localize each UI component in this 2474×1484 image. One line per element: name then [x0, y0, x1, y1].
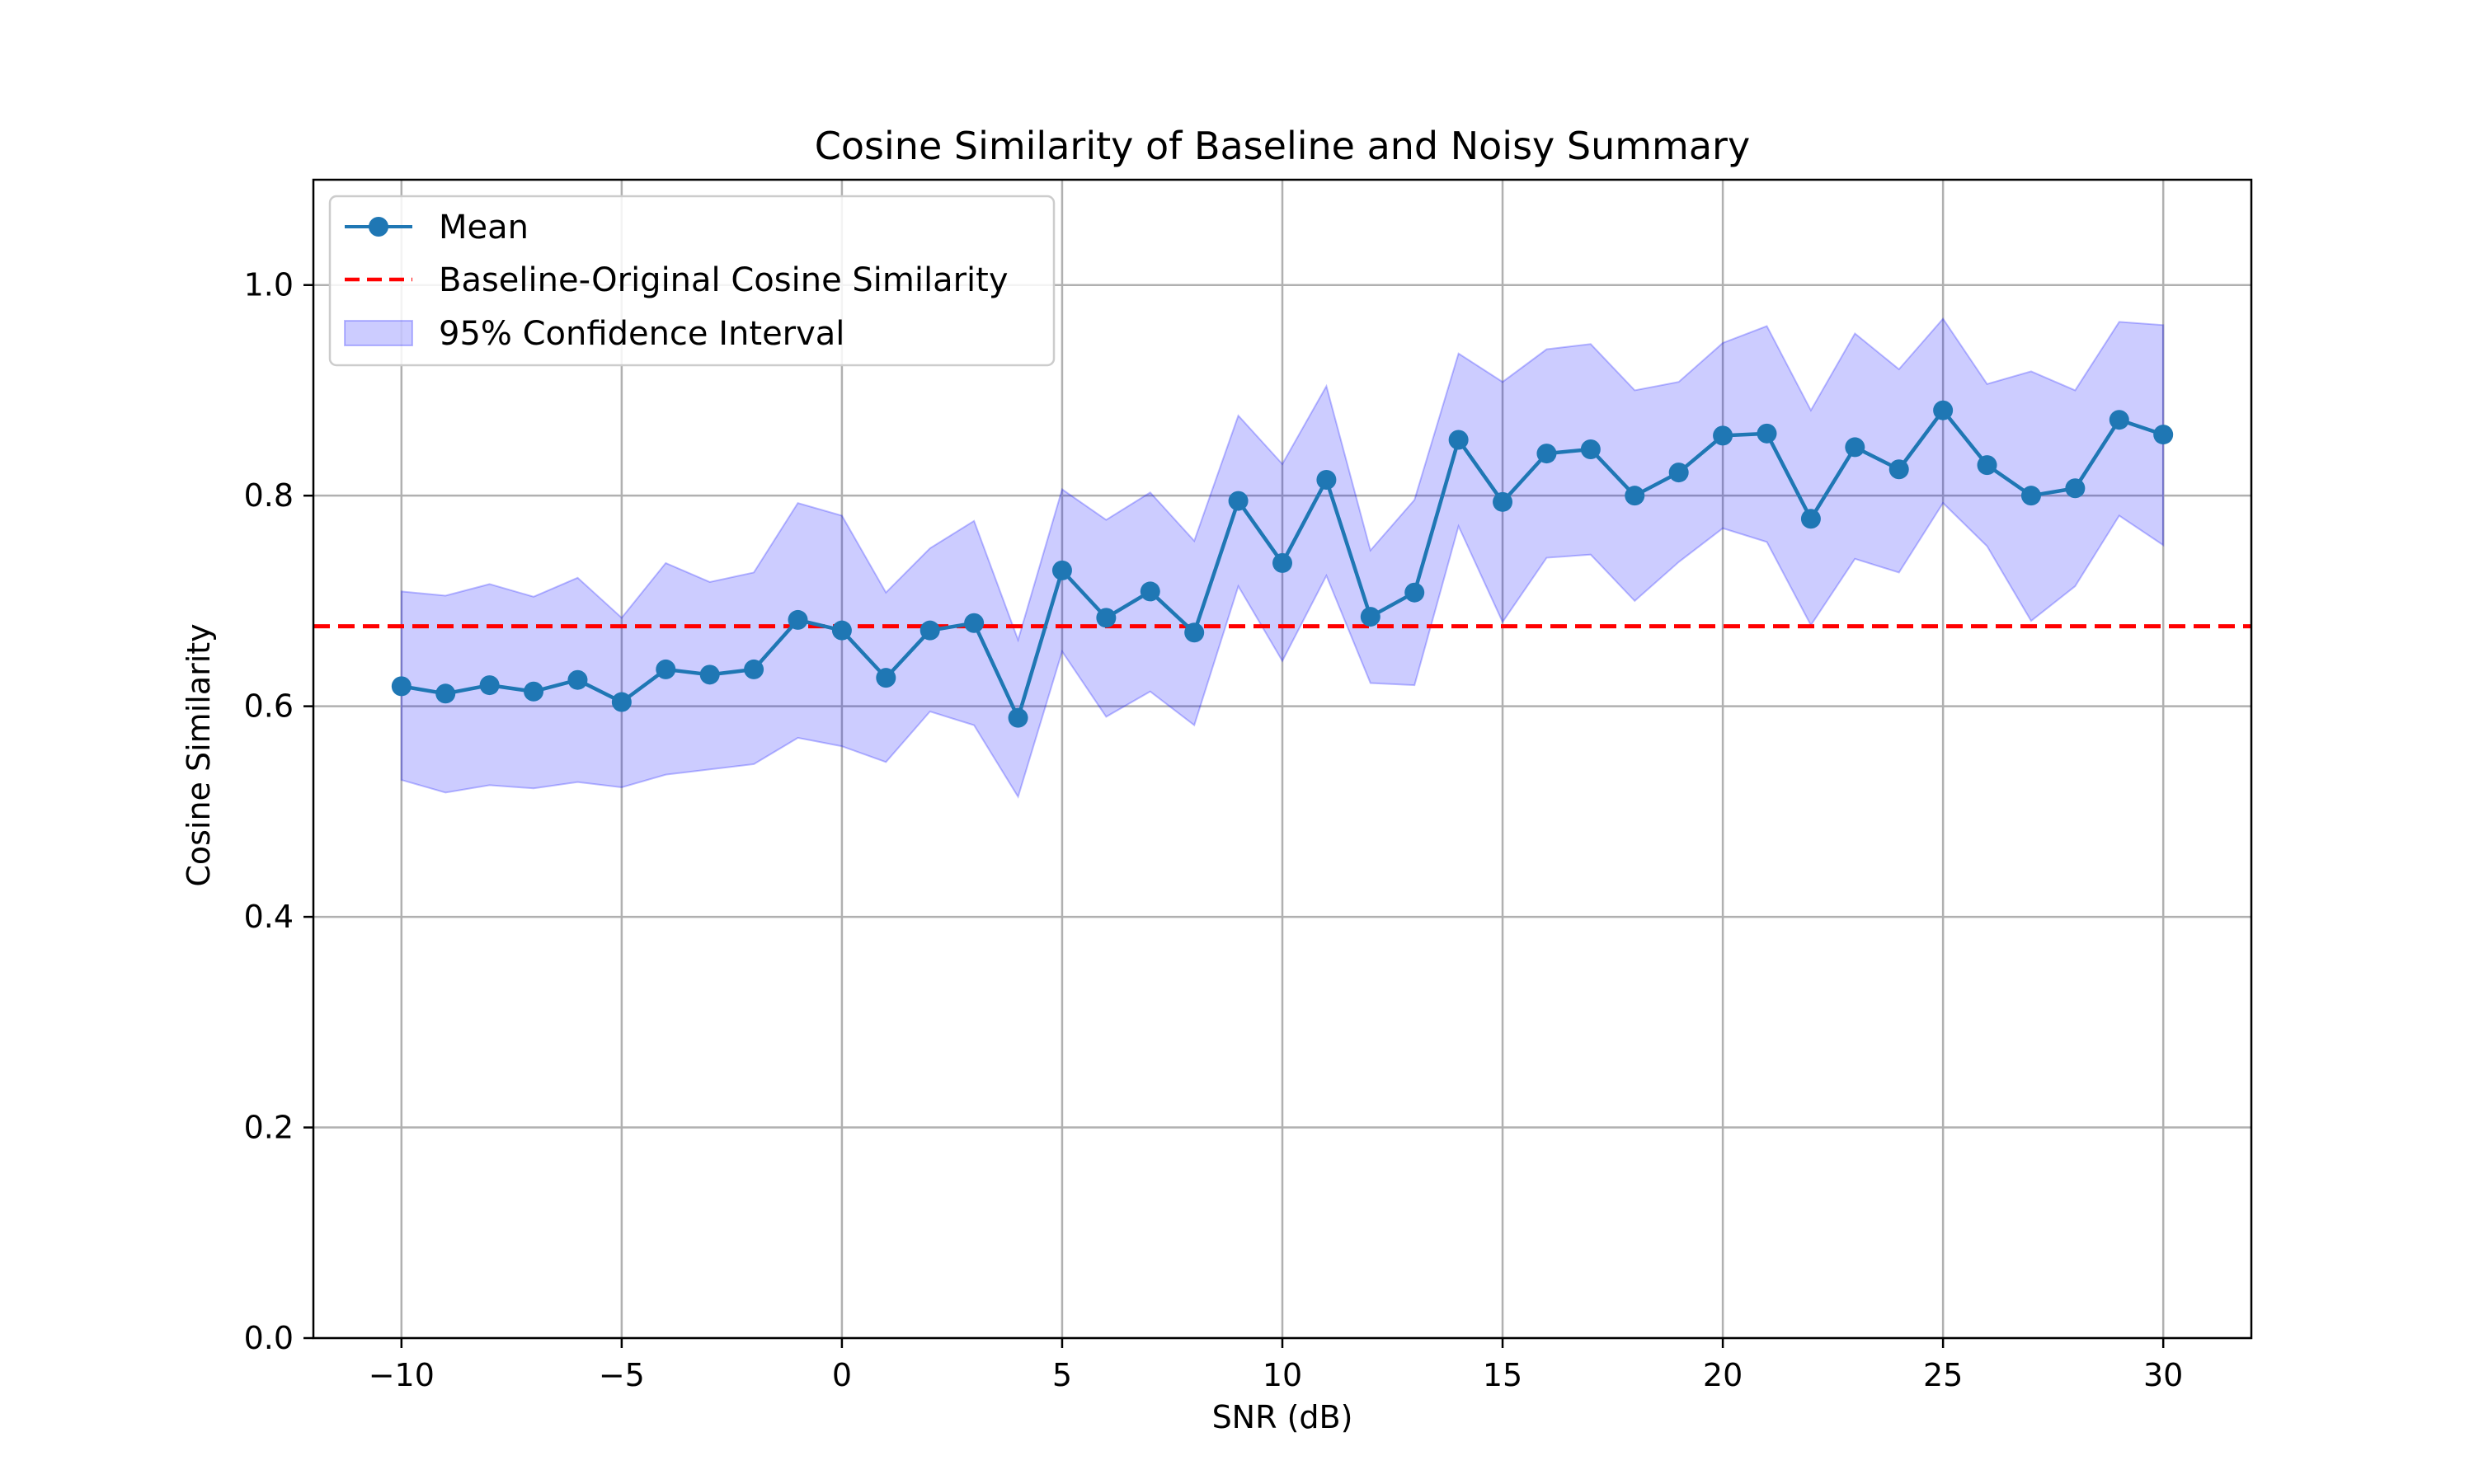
y-tick-label: 0.6 [244, 688, 294, 725]
mean-data-point [2020, 486, 2041, 506]
mean-data-point [1228, 491, 1249, 511]
legend-label-baseline: Baseline-Original Cosine Similarity [439, 261, 1009, 299]
mean-data-point [479, 675, 500, 696]
mean-data-point [1625, 486, 1645, 506]
mean-data-point [1360, 607, 1380, 627]
legend-item-confidence-interval: 95% Confidence Interval [344, 315, 844, 353]
mean-data-point [1845, 437, 1865, 458]
y-tick-label: 0.2 [244, 1110, 294, 1146]
mean-data-point [1933, 400, 1954, 420]
chart-title: Cosine Similarity of Baseline and Noisy … [815, 124, 1750, 168]
legend-item-mean: Mean [345, 209, 529, 247]
mean-data-point [2153, 425, 2174, 445]
legend-ci-swatch [344, 320, 413, 346]
y-axis-label: Cosine Similarity [181, 623, 217, 886]
mean-data-point [1008, 707, 1028, 728]
mean-data-point [1888, 459, 1909, 480]
mean-data-point [1316, 470, 1337, 491]
mean-data-point [1404, 582, 1425, 603]
x-tick-label: −5 [599, 1357, 645, 1393]
x-tick-label: 0 [832, 1357, 852, 1393]
mean-data-point [788, 609, 808, 630]
legend-mean-marker [369, 217, 388, 237]
mean-data-point [831, 620, 852, 641]
y-tick-label: 1.0 [244, 267, 294, 303]
mean-data-point [567, 669, 588, 690]
y-tick-label: 0.0 [244, 1320, 294, 1356]
mean-data-point [1448, 430, 1469, 450]
mean-data-point [876, 668, 896, 688]
mean-data-point [1272, 552, 1292, 573]
legend: Mean Baseline-Original Cosine Similarity… [328, 195, 1056, 367]
legend-box [328, 195, 1056, 367]
x-tick-label: −10 [369, 1357, 435, 1393]
mean-data-point [1184, 622, 1205, 643]
mean-data-point [1140, 581, 1160, 602]
mean-data-point [1668, 463, 1689, 483]
x-tick-label: 15 [1483, 1357, 1522, 1393]
x-tick-label: 30 [2143, 1357, 2183, 1393]
mean-data-point [699, 665, 720, 685]
mean-data-point [435, 683, 456, 704]
legend-item-baseline: Baseline-Original Cosine Similarity [345, 261, 1009, 299]
legend-label-confidence-interval: 95% Confidence Interval [439, 315, 844, 353]
y-axis-ticks: 0.0 0.2 0.4 0.6 0.8 1.0 [244, 267, 313, 1356]
mean-data-point [1493, 491, 1513, 512]
mean-data-point [2065, 478, 2086, 499]
mean-data-point [964, 613, 985, 633]
mean-data-point [1800, 509, 1821, 529]
y-tick-label: 0.8 [244, 477, 294, 514]
mean-data-point [1096, 608, 1117, 628]
x-axis-label: SNR (dB) [1212, 1399, 1353, 1435]
y-tick-label: 0.4 [244, 899, 294, 935]
mean-data-point [391, 676, 412, 697]
x-tick-label: 20 [1703, 1357, 1743, 1393]
mean-data-point [1757, 423, 1777, 444]
mean-data-point [611, 692, 632, 712]
mean-data-point [524, 681, 544, 702]
mean-data-point [2109, 410, 2129, 430]
mean-data-point [656, 659, 676, 679]
x-tick-label: 5 [1052, 1357, 1072, 1393]
mean-data-point [1713, 425, 1733, 446]
x-tick-label: 25 [1923, 1357, 1963, 1393]
mean-data-point [920, 620, 940, 641]
mean-data-point [1051, 560, 1072, 580]
mean-data-point [744, 659, 764, 679]
legend-label-mean: Mean [439, 209, 529, 247]
x-axis-ticks: −10 −5 0 5 10 15 20 25 30 [369, 1338, 2183, 1393]
mean-data-point [1536, 444, 1557, 464]
mean-data-point [1977, 455, 1997, 476]
mean-data-point [1580, 439, 1601, 459]
x-tick-label: 10 [1263, 1357, 1302, 1393]
series-layer [391, 400, 2174, 728]
